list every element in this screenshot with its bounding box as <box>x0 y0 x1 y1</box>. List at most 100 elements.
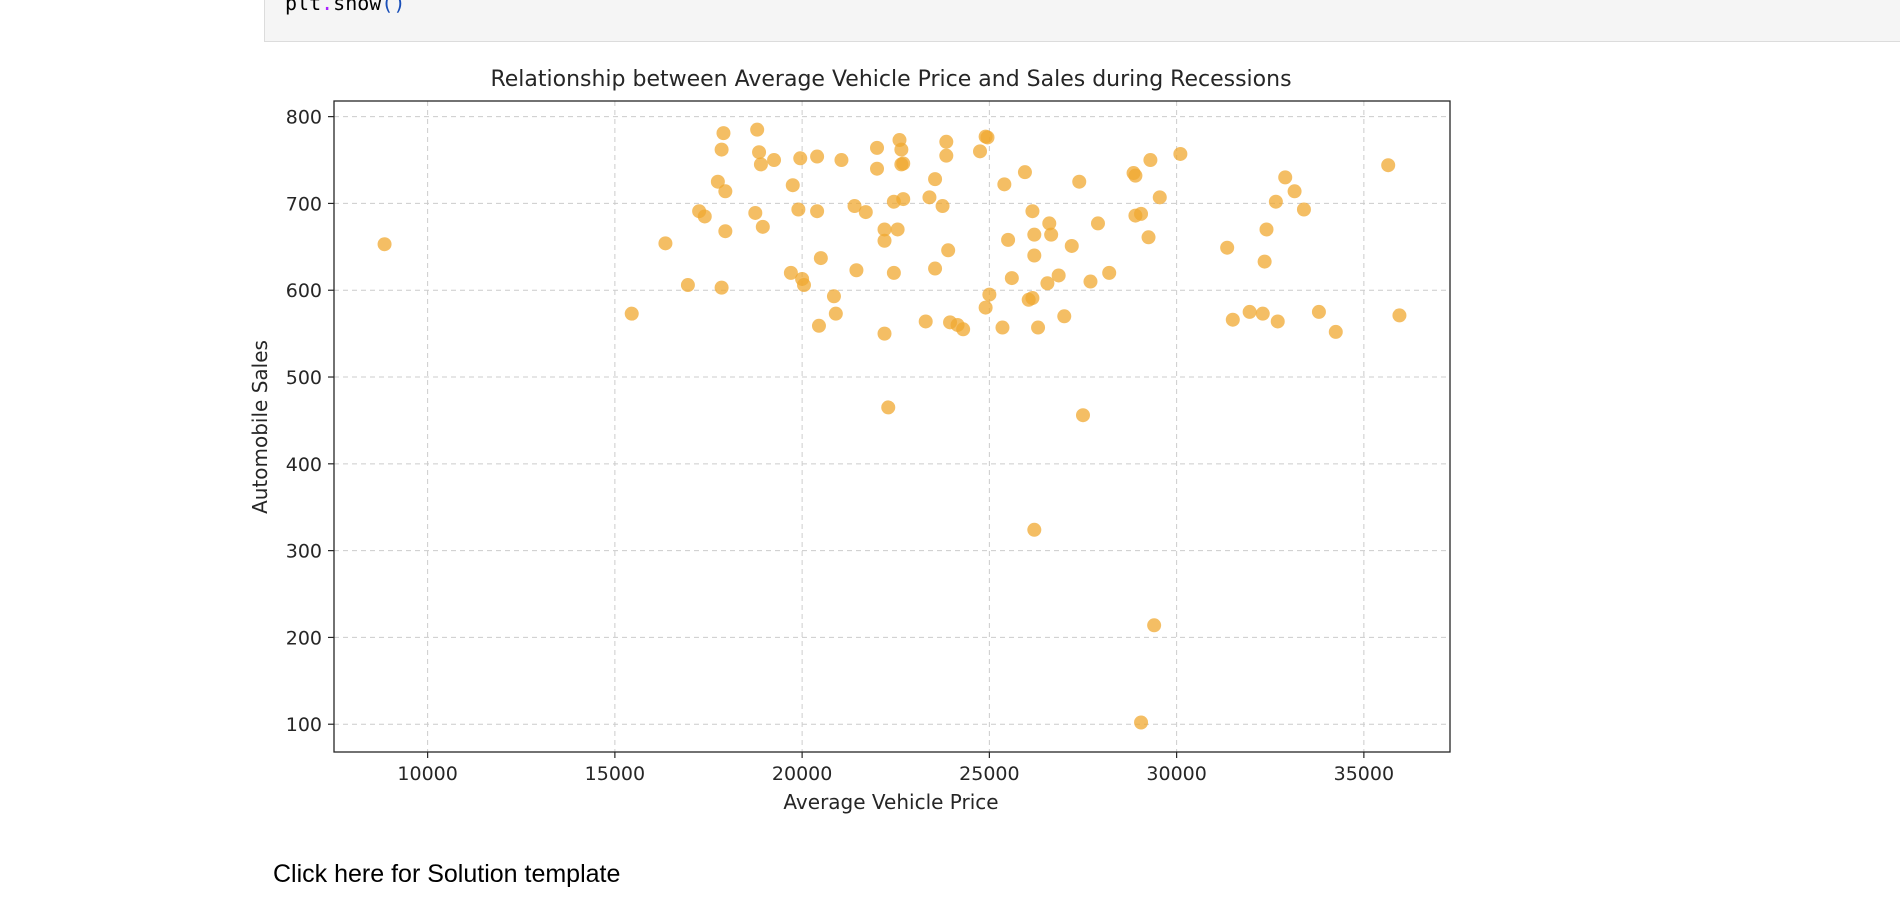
scatter-point <box>1027 522 1042 537</box>
scatter-point <box>791 202 806 217</box>
scatter-point <box>714 142 729 157</box>
scatter-point <box>658 236 673 251</box>
scatter-point <box>1025 204 1040 219</box>
scatter-chart: 10000 15000 20000 25000 30000 35000 100 200 300 4… <box>248 67 1451 814</box>
scatter-point <box>877 222 892 237</box>
scatter-point <box>1051 268 1066 283</box>
scatter-point <box>1296 202 1311 217</box>
scatter-point <box>680 278 695 293</box>
x-axis-label: Average Vehicle Price <box>783 790 998 814</box>
x-tick-label: 30000 <box>1146 763 1206 785</box>
scatter-point <box>793 151 808 166</box>
code-cell[interactable]: plt.show() <box>264 0 1900 42</box>
scatter-point <box>752 145 767 160</box>
scatter-point <box>870 161 885 176</box>
scatter-point <box>1255 306 1270 321</box>
scatter-point <box>877 233 892 248</box>
cell-output: 10000 15000 20000 25000 30000 35000 100 200 300 4… <box>236 52 1500 830</box>
scatter-point <box>828 306 843 321</box>
scatter-point <box>1278 170 1293 185</box>
scatter-point <box>973 144 988 159</box>
scatter-point <box>941 243 956 258</box>
scatter-point <box>896 192 911 207</box>
scatter-point <box>1152 190 1167 205</box>
scatter-point <box>826 289 841 304</box>
code-token-parens: () <box>381 0 406 15</box>
code-token-method: show <box>333 0 382 15</box>
scatter-point <box>1328 324 1343 339</box>
scatter-point <box>1027 248 1042 263</box>
scatter-points <box>377 122 1407 730</box>
scatter-point <box>753 157 768 172</box>
y-tick-label: 100 <box>286 714 322 736</box>
scatter-point <box>1064 238 1079 253</box>
scatter-point <box>1083 274 1098 289</box>
scatter-point <box>810 149 825 164</box>
axes-frame <box>333 100 1451 753</box>
scatter-point <box>714 280 729 295</box>
y-tick-label: 200 <box>286 627 322 649</box>
scatter-point <box>624 306 639 321</box>
scatter-point <box>956 322 971 337</box>
x-tick-label: 35000 <box>1334 763 1394 785</box>
scatter-point <box>982 287 997 302</box>
scatter-point <box>997 177 1012 192</box>
scatter-point <box>1259 222 1274 237</box>
scatter-point <box>890 222 905 237</box>
scatter-point <box>1001 232 1016 247</box>
scatter-point <box>750 122 765 137</box>
scatter-point <box>377 237 392 252</box>
scatter-point <box>1225 312 1240 327</box>
scatter-point <box>1141 230 1156 245</box>
code-token-dot: . <box>321 0 334 15</box>
y-tick-label: 600 <box>286 280 322 302</box>
scatter-point <box>767 153 782 168</box>
y-axis-label: Automobile Sales <box>248 340 272 514</box>
scatter-point <box>858 205 873 220</box>
scatter-point <box>785 178 800 193</box>
scatter-point <box>935 199 950 214</box>
scatter-point <box>1134 206 1149 221</box>
scatter-point <box>1017 165 1032 180</box>
scatter-point <box>1257 254 1272 269</box>
scatter-point <box>1287 184 1302 199</box>
scatter-point <box>1090 216 1105 231</box>
scatter-point <box>697 209 712 224</box>
scatter-point <box>928 172 943 187</box>
y-tick-label: 700 <box>286 193 322 215</box>
scatter-point <box>716 126 731 141</box>
scatter-point <box>718 224 733 239</box>
scatter-point <box>939 148 954 163</box>
scatter-point <box>1143 153 1158 168</box>
scatter-point <box>1057 309 1072 324</box>
scatter-point <box>995 320 1010 335</box>
scatter-point <box>1128 168 1143 183</box>
solution-template-link[interactable]: Click here for Solution template <box>273 860 621 888</box>
scatter-point <box>928 261 943 276</box>
scatter-point <box>810 204 825 219</box>
x-tick-label: 15000 <box>585 763 645 785</box>
scatter-point <box>1040 276 1055 291</box>
scatter-point <box>813 251 828 266</box>
y-tick-label: 500 <box>286 367 322 389</box>
y-tick-label: 800 <box>286 107 322 129</box>
scatter-point <box>939 134 954 149</box>
scatter-point <box>870 140 885 155</box>
y-tick-label: 400 <box>286 454 322 476</box>
scatter-point <box>811 318 826 333</box>
code-token-object: plt <box>285 0 322 15</box>
scatter-point <box>834 153 849 168</box>
scatter-point <box>1044 227 1059 242</box>
scatter-point <box>847 199 862 214</box>
scatter-point <box>1392 308 1407 323</box>
scatter-point <box>1134 715 1149 730</box>
scatter-point <box>1004 271 1019 286</box>
y-tick-label: 300 <box>286 541 322 563</box>
scatter-point <box>783 265 798 280</box>
chart-title: Relationship between Average Vehicle Pri… <box>490 67 1291 92</box>
scatter-point <box>796 278 811 293</box>
scatter-point <box>1042 216 1057 231</box>
code-line-plt-show[interactable]: plt.show() <box>285 0 405 15</box>
scatter-point <box>849 263 864 278</box>
scatter-point <box>877 326 892 341</box>
